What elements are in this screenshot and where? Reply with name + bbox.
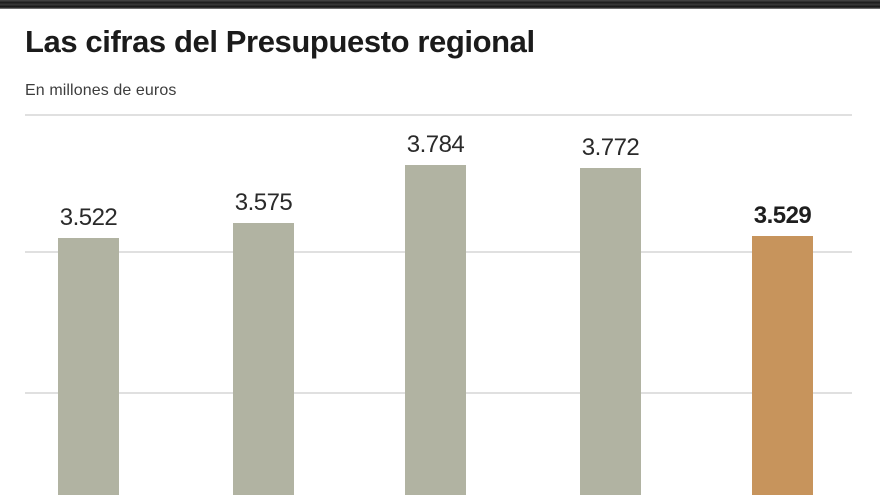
gridline xyxy=(25,114,852,116)
bar xyxy=(405,165,466,495)
bar xyxy=(58,238,119,495)
bar-value-label: 3.772 xyxy=(581,134,640,161)
bar xyxy=(580,168,641,495)
chart-title: Las cifras del Presupuesto regional xyxy=(25,24,535,59)
bar-value-label: 3.575 xyxy=(234,189,293,216)
bar-value-label: 3.784 xyxy=(406,131,465,158)
bar xyxy=(233,223,294,495)
bar-value-label: 3.522 xyxy=(59,204,118,231)
bar-highlighted xyxy=(752,236,813,495)
top-rule xyxy=(0,0,880,9)
bar-value-label: 3.529 xyxy=(753,202,812,229)
chart-subtitle: En millones de euros xyxy=(25,82,177,99)
